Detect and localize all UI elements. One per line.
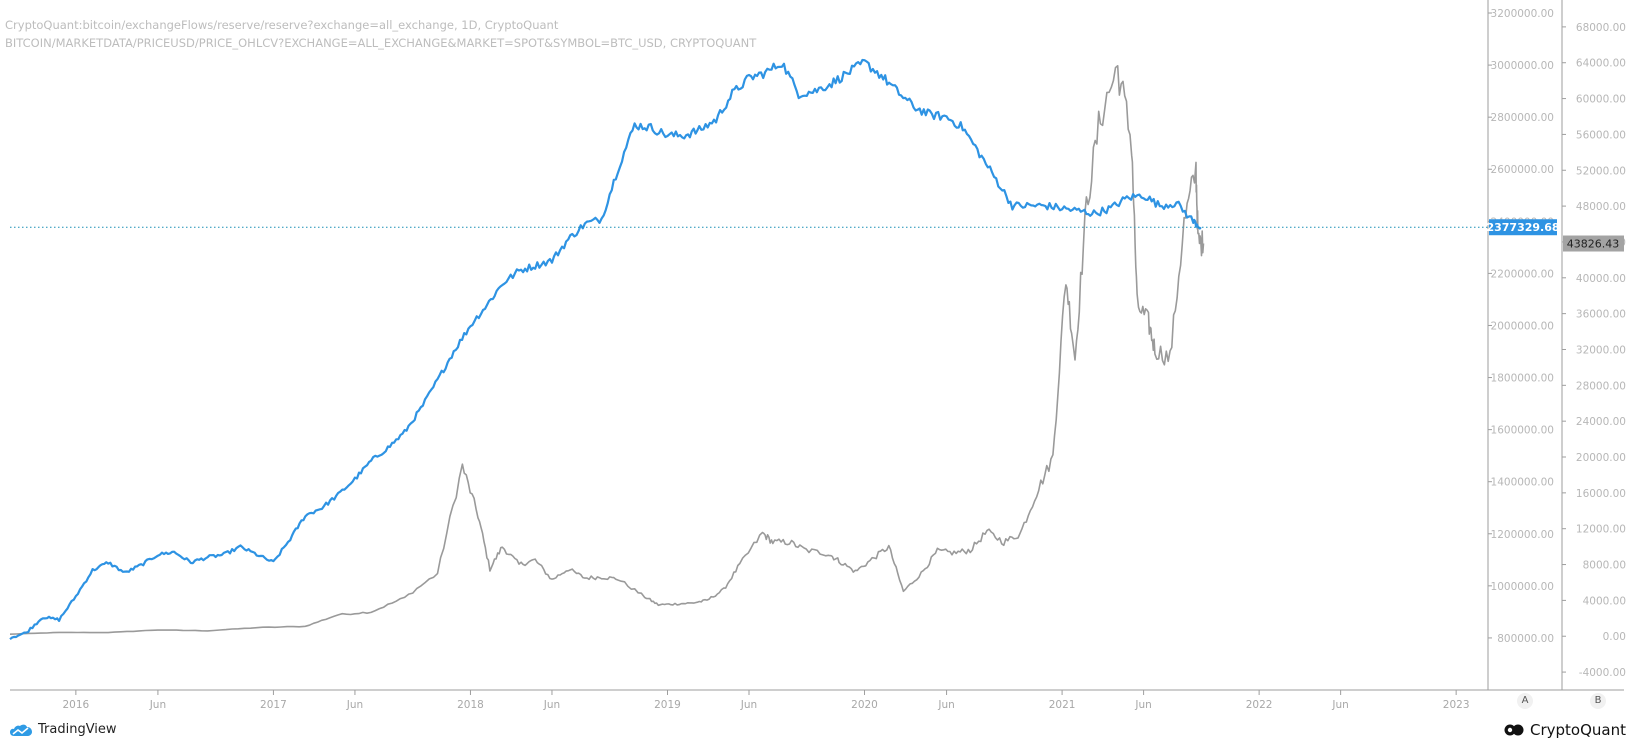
time-axis: 2016 Jun 2017 Jun 2018 Jun 2019 Jun 2020 Jun 2021 J…	[62, 690, 1470, 711]
time-tick-label: 2018	[457, 699, 484, 711]
legend-reserve-series: CryptoQuant:bitcoin/exchangeFlows/reserv…	[5, 18, 559, 32]
right-tick-label: 64000.00	[1576, 58, 1626, 70]
time-tick-label: Jun	[346, 699, 363, 711]
left-tick-label: 1000000.00	[1491, 581, 1554, 593]
left-tick-label: 2000000.00	[1491, 320, 1554, 332]
cryptoquant-label: CryptoQuant	[1530, 721, 1626, 739]
reserve-last-value-badge	[1489, 219, 1557, 236]
time-tick-label: 2021	[1049, 699, 1076, 711]
tradingview-label: TradingView	[38, 722, 117, 737]
time-tick-label: Jun	[1134, 699, 1151, 711]
time-tick-label: Jun	[543, 699, 560, 711]
right-tick-label: 68000.00	[1576, 22, 1626, 34]
left-tick-label: 2200000.00	[1491, 268, 1554, 280]
left-tick-label: 2600000.00	[1491, 164, 1554, 176]
left-tick-label: 2800000.00	[1491, 112, 1554, 124]
cryptoquant-mark-icon	[1504, 724, 1524, 736]
right-tick-label: 12000.00	[1576, 524, 1626, 536]
time-tick-label: Jun	[740, 699, 757, 711]
left-tick-label: 1200000.00	[1491, 529, 1554, 541]
price-last-value-label: 43826.43	[1567, 238, 1620, 251]
right-tick-label: 28000.00	[1576, 380, 1626, 392]
plot-area	[9, 58, 1205, 641]
time-tick-label: Jun	[149, 699, 166, 711]
legend-price-series: BITCOIN/MARKETDATA/PRICEUSD/PRICE_OHLCV?…	[5, 36, 757, 50]
right-tick-label: 0.00	[1603, 631, 1626, 643]
price-series-line	[9, 65, 1205, 635]
left-tick-label: 1400000.00	[1491, 477, 1554, 489]
left-tick-label: 3200000.00	[1491, 8, 1554, 20]
left-tick-label: 1800000.00	[1491, 373, 1554, 385]
time-tick-label: 2023	[1443, 699, 1470, 711]
right-axis: 68000.00 64000.00 60000.00 56000.00 52000.00…	[1562, 22, 1626, 679]
price-last-value-badge	[1563, 235, 1624, 252]
reserve-last-value-label: 2377329.68	[1486, 221, 1559, 234]
time-tick-label: 2020	[851, 699, 878, 711]
right-tick-label: 24000.00	[1576, 416, 1626, 428]
left-tick-label: 1600000.00	[1491, 425, 1554, 437]
time-tick-label: 2016	[62, 699, 89, 711]
time-tick-label: Jun	[937, 699, 954, 711]
time-tick-label: 2019	[654, 699, 681, 711]
right-tick-label: 48000.00	[1576, 201, 1626, 213]
time-tick-label: Jun	[1331, 699, 1348, 711]
right-tick-label: 32000.00	[1576, 344, 1626, 356]
time-tick-label: 2022	[1246, 699, 1273, 711]
right-tick-label: 40000.00	[1576, 273, 1626, 285]
tradingview-cloud-icon	[10, 724, 32, 736]
left-tick-label: 3000000.00	[1491, 60, 1554, 72]
right-tick-label: -4000.00	[1579, 667, 1626, 679]
right-tick-label: 36000.00	[1576, 309, 1626, 321]
right-tick-label: 52000.00	[1576, 165, 1626, 177]
left-axis: 3200000.00 3000000.00 2800000.00 2600000.00…	[1488, 8, 1554, 645]
right-tick-label: 20000.00	[1576, 452, 1626, 464]
tradingview-logo[interactable]: TradingView	[10, 722, 117, 737]
scale-button-b[interactable]: B	[1590, 693, 1606, 709]
right-tick-label: 8000.00	[1583, 560, 1626, 572]
right-tick-label: 60000.00	[1576, 94, 1626, 106]
scale-button-a[interactable]: A	[1517, 693, 1533, 709]
reserve-series-line	[9, 58, 1202, 641]
right-tick-label: 16000.00	[1576, 488, 1626, 500]
right-tick-label: 4000.00	[1583, 595, 1626, 607]
time-tick-label: 2017	[260, 699, 287, 711]
left-tick-label: 800000.00	[1497, 633, 1554, 645]
last-value-markers: 2377329.68 43826.43	[10, 219, 1624, 252]
cryptoquant-logo[interactable]: CryptoQuant	[1504, 721, 1626, 739]
right-tick-label: 56000.00	[1576, 129, 1626, 141]
